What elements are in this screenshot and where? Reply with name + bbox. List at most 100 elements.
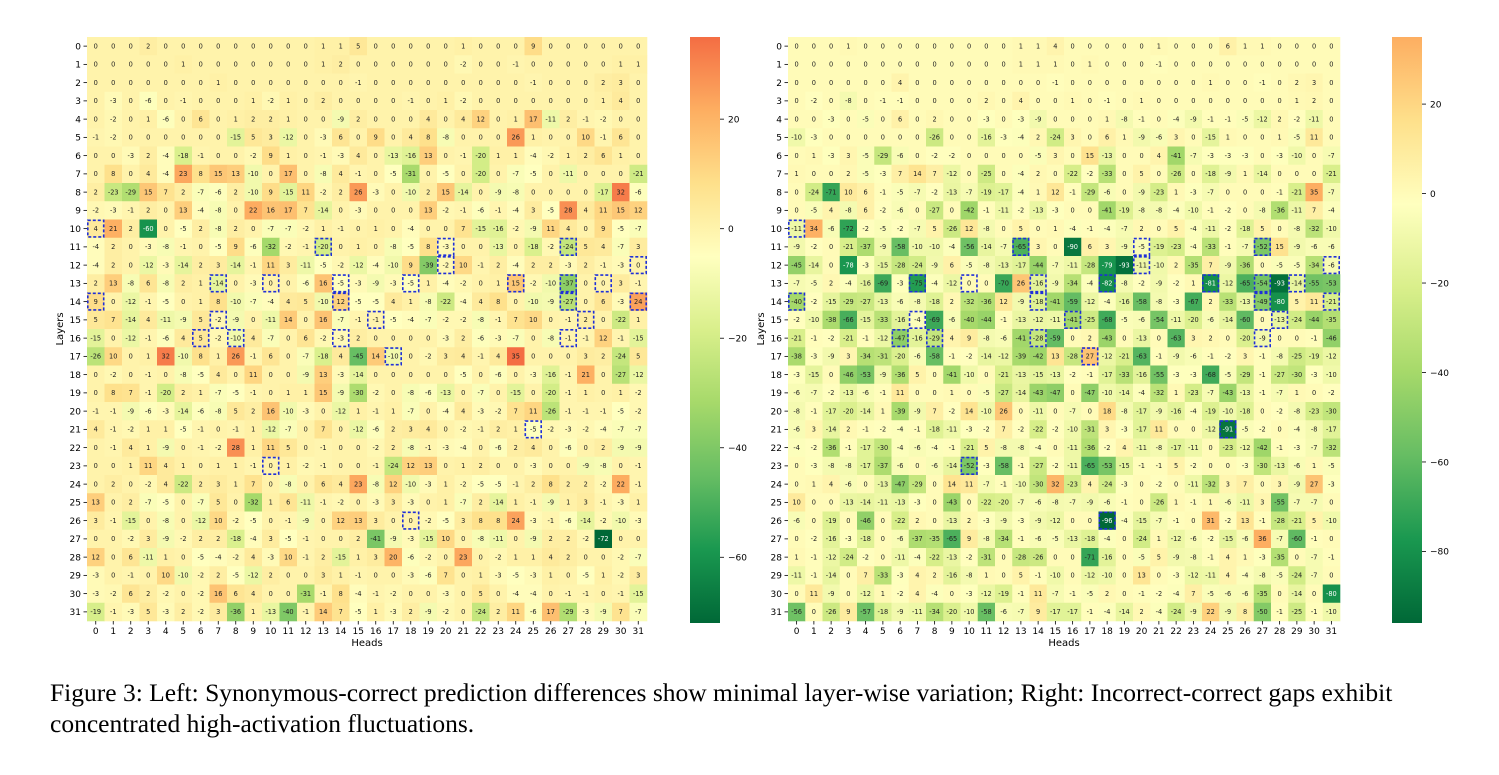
heatmap-cell <box>594 146 613 166</box>
cell-value-label: 0 <box>234 371 238 379</box>
cell-value-label: -10 <box>1188 207 1199 215</box>
cell-value-label: -2 <box>460 316 467 324</box>
y-tick-label: 20 <box>70 407 82 417</box>
cell-value-label: -2 <box>1156 480 1163 488</box>
heatmap-cell <box>244 37 263 56</box>
cell-value-label: -13 <box>440 389 451 397</box>
heatmap-cell <box>279 201 298 220</box>
cell-value-label: 0 <box>812 42 816 50</box>
cell-value-label: -9 <box>162 535 169 543</box>
cell-value-label: -8 <box>1259 207 1266 215</box>
x-tick-label: 29 <box>1291 627 1303 637</box>
heatmap-cell <box>472 37 490 56</box>
heatmap-cell <box>262 256 280 275</box>
heatmap-cell <box>279 164 298 184</box>
cell-value-label: 0 <box>829 79 833 87</box>
cell-value-label: -7 <box>512 334 519 342</box>
cell-value-label: -15 <box>1033 371 1044 379</box>
cell-value-label: -4 <box>1294 426 1301 434</box>
cell-value-label: -3 <box>110 97 117 105</box>
cell-value-label: 1 <box>251 426 255 434</box>
cell-value-label: -8 <box>477 535 484 543</box>
cell-value-label: 0 <box>1053 553 1057 561</box>
heatmap-cell <box>227 237 245 257</box>
heatmap-cell <box>594 37 613 56</box>
cell-value-label: -9 <box>180 316 187 324</box>
cell-value-label: 1 <box>269 499 273 507</box>
cell-value-label: -37 <box>877 462 888 470</box>
cell-value-label: 0 <box>409 334 413 342</box>
cell-value-label: -18 <box>929 298 940 306</box>
cell-value-label: -1 <box>530 79 537 87</box>
cell-value-label: 2 <box>251 115 255 123</box>
cell-value-label: -14 <box>1119 608 1130 616</box>
cell-value-label: -1 <box>180 243 187 251</box>
cell-value-label: 4 <box>566 225 570 233</box>
cell-value-label: -1 <box>180 97 187 105</box>
cell-value-label: -15 <box>633 334 644 342</box>
heatmap-cell <box>542 164 560 184</box>
cell-value-label: 10 <box>529 316 537 324</box>
cell-value-label: -2 <box>931 152 938 160</box>
cell-value-label: -12 <box>998 353 1009 361</box>
cell-value-label: -9 <box>530 225 537 233</box>
heatmap-cell <box>297 201 315 220</box>
cell-value-label: 0 <box>531 353 535 361</box>
cell-value-label: -12 <box>1257 115 1268 123</box>
cell-value-label: -9 <box>425 608 432 616</box>
cell-value-label: -1 <box>110 608 117 616</box>
cell-value-label: -12 <box>335 407 346 415</box>
cell-value-label: 0 <box>356 444 360 452</box>
heatmap-cell <box>612 55 630 74</box>
heatmap-cell <box>297 183 315 202</box>
cell-value-label: -6 <box>495 444 502 452</box>
cell-value-label: 9 <box>94 298 98 306</box>
cell-value-label: 0 <box>1191 134 1195 142</box>
heatmap-cell <box>104 292 123 312</box>
heatmap-cell <box>192 219 210 239</box>
cell-value-label: 0 <box>846 572 850 580</box>
cell-value-label: -13 <box>1015 371 1026 379</box>
heatmap-cell <box>262 274 280 293</box>
heatmap-cell <box>524 256 543 275</box>
cell-value-label: 2 <box>915 517 919 525</box>
cell-value-label: -22 <box>1033 426 1044 434</box>
cell-value-label: 8 <box>479 517 483 525</box>
heatmap-cell <box>209 274 228 293</box>
heatmap-cell <box>349 37 368 56</box>
cell-value-label: -1 <box>862 334 869 342</box>
heatmap-cell <box>122 183 140 202</box>
cell-value-label: 2 <box>566 480 570 488</box>
cell-value-label: 0 <box>1226 334 1230 342</box>
heatmap-cell <box>524 183 543 202</box>
cell-value-label: -6 <box>1311 243 1318 251</box>
cell-value-label: 0 <box>1157 334 1161 342</box>
cell-value-label: 8 <box>216 298 220 306</box>
cell-value-label: 0 <box>374 61 378 69</box>
cell-value-label: -7 <box>966 188 973 196</box>
cell-value-label: -1 <box>460 207 467 215</box>
cell-value-label: 0 <box>444 426 448 434</box>
cell-value-label: 0 <box>1329 115 1333 123</box>
cell-value-label: 0 <box>461 389 465 397</box>
cell-value-label: 0 <box>321 535 325 543</box>
cell-value-label: -1 <box>547 517 554 525</box>
cell-value-label: 2 <box>234 188 238 196</box>
cell-value-label: -7 <box>197 499 204 507</box>
heatmap-cell <box>279 110 298 129</box>
cell-value-label: -1 <box>1052 79 1059 87</box>
cell-value-label: -11 <box>791 225 802 233</box>
heatmap-cell <box>297 37 315 56</box>
cell-value-label: -2 <box>547 243 554 251</box>
cell-value-label: 2 <box>584 480 588 488</box>
cell-value-label: 0 <box>1260 261 1264 269</box>
cell-value-label: 0 <box>444 61 448 69</box>
cell-value-label: 7 <box>933 170 937 178</box>
cell-value-label: -9 <box>495 188 502 196</box>
cell-value-label: 0 <box>426 225 430 233</box>
cell-value-label: 0 <box>1140 152 1144 160</box>
cell-value-label: -2 <box>302 225 309 233</box>
cell-value-label: 2 <box>111 243 115 251</box>
cell-value-label: 4 <box>1122 444 1126 452</box>
cell-value-label: 27 <box>1086 353 1094 361</box>
